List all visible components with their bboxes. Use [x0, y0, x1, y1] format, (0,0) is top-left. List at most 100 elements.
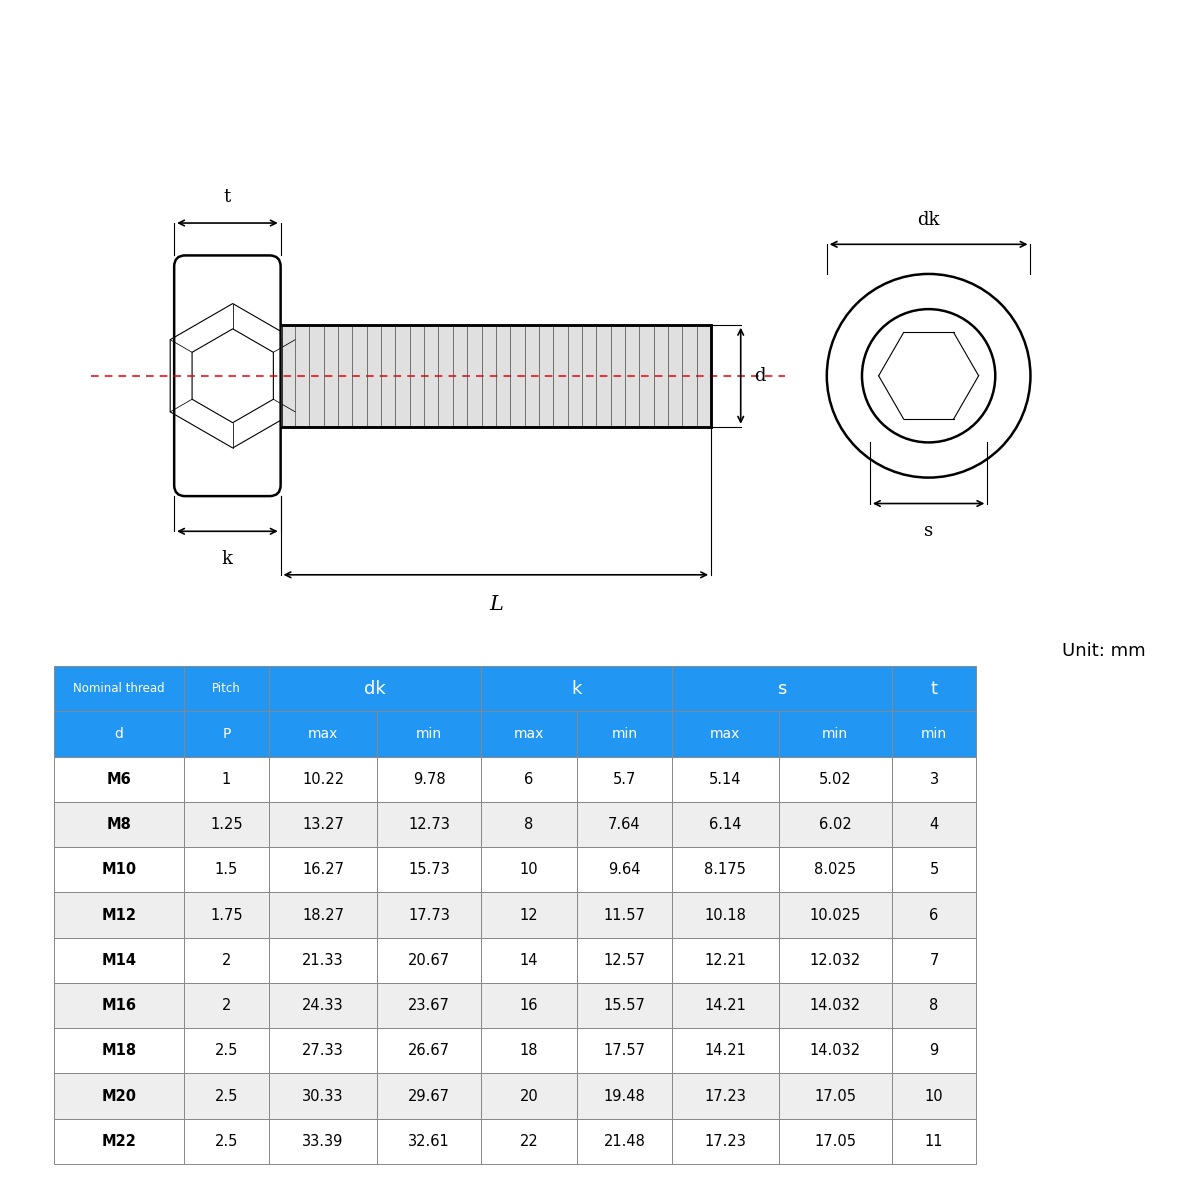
Text: 20: 20	[520, 1088, 539, 1104]
Bar	[779, 847, 892, 893]
Text: 6.02: 6.02	[818, 817, 852, 832]
Bar	[672, 756, 779, 802]
Bar	[54, 802, 184, 847]
Bar	[184, 666, 269, 712]
Text: M10: M10	[101, 863, 137, 877]
Bar	[577, 1118, 672, 1164]
Text: M16: M16	[101, 998, 137, 1013]
Text: 19.48: 19.48	[604, 1088, 646, 1104]
Bar	[779, 1028, 892, 1074]
Text: 15.73: 15.73	[408, 863, 450, 877]
Text: dk: dk	[365, 679, 386, 697]
Text: 11.57: 11.57	[604, 907, 646, 923]
Bar	[577, 893, 672, 937]
Text: 17.73: 17.73	[408, 907, 450, 923]
Text: min: min	[416, 727, 442, 740]
Text: M22: M22	[101, 1134, 137, 1148]
Text: t: t	[223, 188, 232, 206]
Bar	[481, 1118, 577, 1164]
Text: M20: M20	[101, 1088, 137, 1104]
Text: M12: M12	[101, 907, 137, 923]
Text: 11: 11	[925, 1134, 943, 1148]
Bar	[377, 983, 481, 1028]
Text: 2.5: 2.5	[215, 1088, 238, 1104]
Bar	[577, 847, 672, 893]
Bar	[269, 893, 377, 937]
Bar	[892, 756, 977, 802]
Bar	[577, 712, 672, 756]
Bar	[892, 893, 977, 937]
Bar	[184, 1074, 269, 1118]
Text: 6.14: 6.14	[709, 817, 742, 832]
Text: 8: 8	[524, 817, 534, 832]
Bar	[377, 893, 481, 937]
Text: 18: 18	[520, 1043, 538, 1058]
Bar	[892, 1118, 977, 1164]
Text: Nominal thread: Nominal thread	[73, 682, 164, 695]
Bar	[672, 802, 779, 847]
Bar	[481, 1074, 577, 1118]
Bar	[377, 756, 481, 802]
Bar	[481, 756, 577, 802]
Text: 16: 16	[520, 998, 538, 1013]
Bar	[377, 847, 481, 893]
Bar	[672, 893, 779, 937]
Bar	[54, 756, 184, 802]
Text: 10.18: 10.18	[704, 907, 746, 923]
Bar	[269, 1118, 377, 1164]
Text: k: k	[222, 550, 233, 568]
Bar	[184, 1118, 269, 1164]
Text: 22: 22	[520, 1134, 539, 1148]
Text: 12.032: 12.032	[810, 953, 860, 967]
Bar	[892, 937, 977, 983]
Text: 1.25: 1.25	[210, 817, 242, 832]
Text: 1: 1	[222, 772, 232, 787]
Bar	[54, 937, 184, 983]
Bar	[269, 983, 377, 1028]
Bar	[577, 802, 672, 847]
Text: 2.5: 2.5	[215, 1043, 238, 1058]
Bar	[269, 666, 481, 712]
Text: min: min	[611, 727, 637, 740]
Text: k: k	[571, 679, 582, 697]
Text: 8: 8	[930, 998, 938, 1013]
Text: 5.14: 5.14	[709, 772, 742, 787]
Text: 9.78: 9.78	[413, 772, 445, 787]
Text: 21.33: 21.33	[302, 953, 344, 967]
Text: 24.33: 24.33	[302, 998, 344, 1013]
Bar	[892, 802, 977, 847]
Text: 5.7: 5.7	[613, 772, 636, 787]
Text: M8: M8	[107, 817, 131, 832]
Text: M18: M18	[101, 1043, 137, 1058]
Bar	[892, 1028, 977, 1074]
Bar	[184, 712, 269, 756]
Bar	[269, 1028, 377, 1074]
Text: M6: M6	[107, 772, 131, 787]
Text: M14: M14	[101, 953, 137, 967]
Bar	[892, 1074, 977, 1118]
Bar	[184, 937, 269, 983]
Bar	[672, 666, 892, 712]
Text: 29.67: 29.67	[408, 1088, 450, 1104]
Text: 21.48: 21.48	[604, 1134, 646, 1148]
Text: 10.025: 10.025	[810, 907, 860, 923]
Text: s: s	[924, 522, 934, 540]
Bar	[672, 983, 779, 1028]
Bar	[779, 1074, 892, 1118]
Bar	[892, 983, 977, 1028]
Bar	[577, 756, 672, 802]
Bar	[481, 937, 577, 983]
Bar	[672, 847, 779, 893]
Text: 5.02: 5.02	[818, 772, 852, 787]
Bar	[377, 937, 481, 983]
Bar	[377, 712, 481, 756]
Bar	[184, 756, 269, 802]
Bar	[779, 937, 892, 983]
Bar	[269, 802, 377, 847]
Bar	[54, 712, 184, 756]
Text: 12.57: 12.57	[604, 953, 646, 967]
Bar	[377, 802, 481, 847]
Bar	[54, 893, 184, 937]
Text: 32.61: 32.61	[408, 1134, 450, 1148]
Text: 2: 2	[222, 998, 232, 1013]
